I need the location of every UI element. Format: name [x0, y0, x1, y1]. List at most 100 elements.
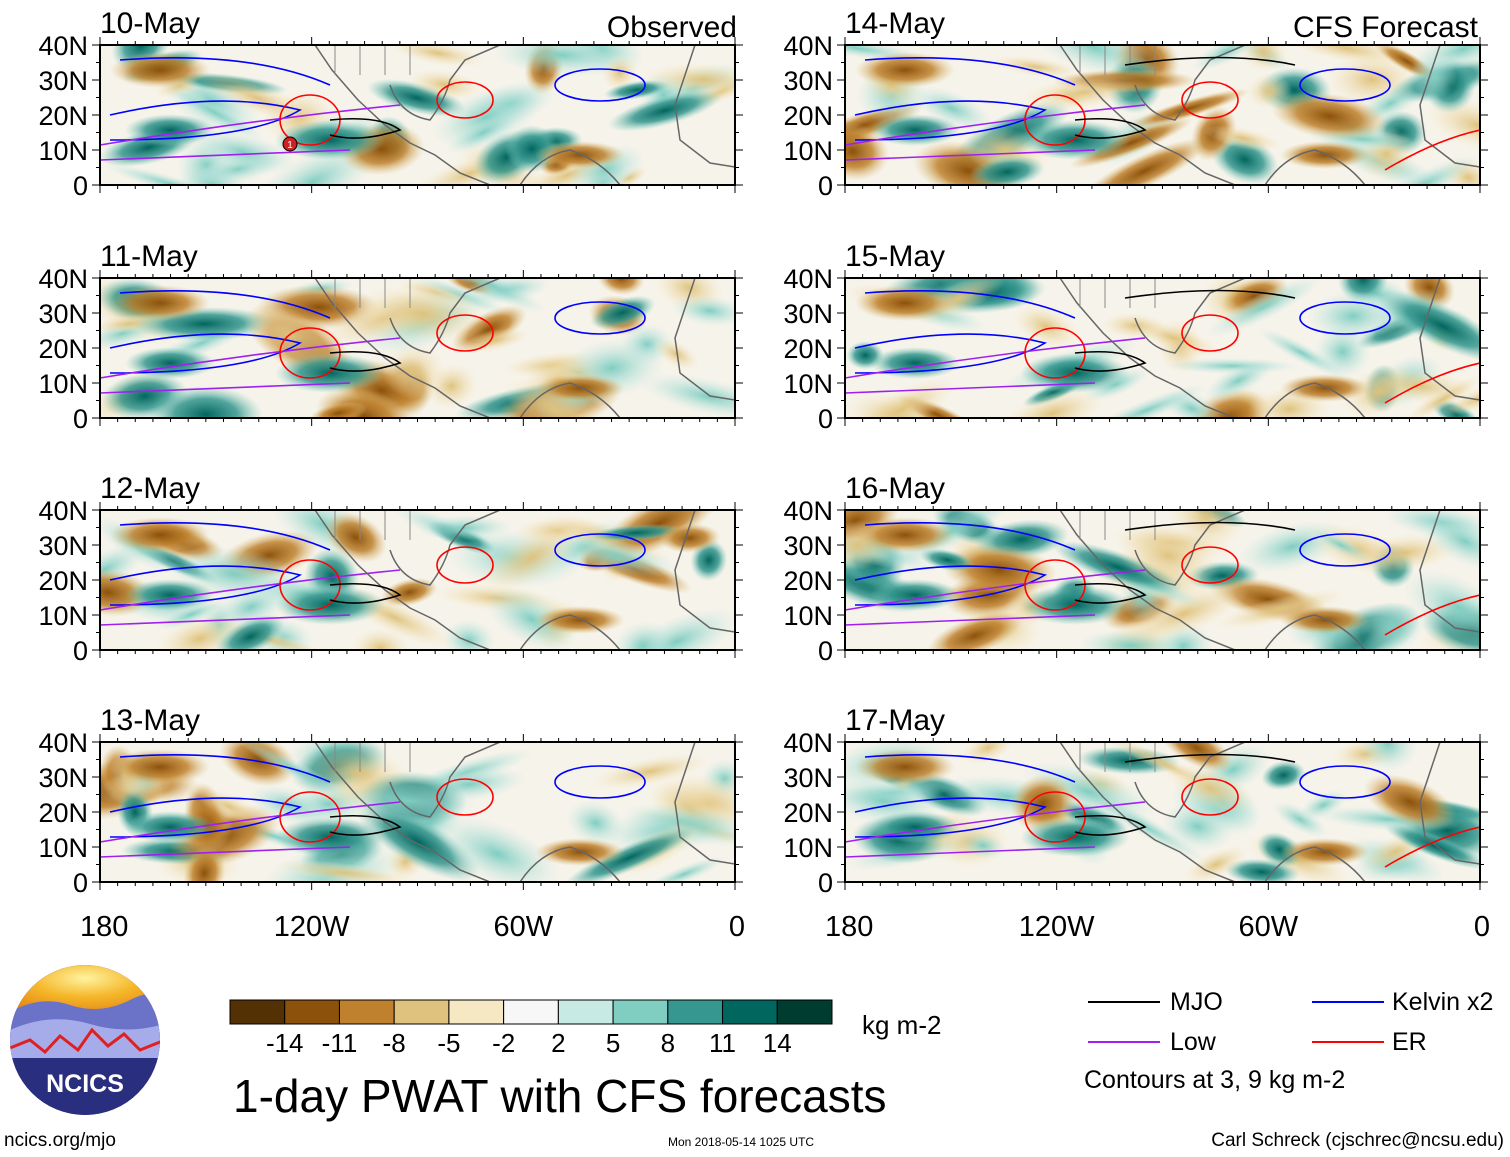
colorbar-swatch: [284, 999, 340, 1025]
pwat-dry-patch: [535, 838, 625, 866]
contours: [100, 57, 646, 161]
pwat-dry-patch: [110, 52, 210, 88]
pwat-moist-band: [275, 585, 385, 625]
pwat-anomaly: [961, 742, 1016, 765]
mjo-contour: [329, 814, 402, 836]
pwat-moist-band: [275, 353, 385, 393]
pwat-anomaly: [1010, 774, 1076, 833]
lat-label: 30N: [783, 299, 833, 329]
pwat-anomaly: [1357, 742, 1418, 772]
panel-date: 15-May: [845, 240, 945, 273]
mjo-contour: [1124, 289, 1296, 299]
lat-label: 40N: [783, 728, 833, 758]
pwat-anomaly: [354, 284, 489, 344]
coastline-south-america: [1264, 846, 1366, 882]
pwat-dry-patch: [855, 285, 955, 321]
mjo-contour: [329, 582, 402, 604]
pwat-anomaly: [551, 534, 679, 578]
coastline-americas: [314, 45, 491, 185]
pwat-anomaly: [1310, 528, 1372, 562]
pwat-anomaly: [492, 45, 632, 77]
map-panel-12-may: 40N 30N 20N 10N 0 12-May: [38, 472, 743, 666]
kelvin-contour: [864, 57, 1076, 86]
kelvin-contour: [119, 522, 331, 551]
kelvin-contour: [854, 565, 1048, 606]
pwat-field: [100, 278, 735, 418]
pwat-anomaly: [485, 587, 579, 650]
lat-label: 20N: [783, 566, 833, 596]
pwat-dry-patch: [110, 749, 210, 785]
pwat-anomaly: [615, 607, 735, 650]
er-contour: [1384, 826, 1480, 868]
pwat-anomaly: [926, 611, 1023, 650]
pwat-anomaly: [1402, 569, 1480, 648]
map-panel-11-may: 40N 30N 20N 10N 0 11-May: [38, 240, 743, 434]
contours: [845, 521, 1480, 636]
kelvin-contour: [854, 100, 1048, 141]
pwat-anomaly: [381, 577, 438, 607]
er-contour: [1024, 327, 1086, 379]
pwat-anomaly: [601, 53, 639, 92]
lat-label: 40N: [783, 31, 833, 61]
pwat-anomaly: [911, 86, 992, 131]
legend-label-low: Low: [1170, 1028, 1217, 1056]
low-contour: [845, 569, 1146, 611]
colorbar-swatch: [448, 999, 505, 1025]
contours: [845, 753, 1480, 868]
footer-url: ncics.org/mjo: [4, 1130, 116, 1151]
pwat-anomaly: [1018, 74, 1148, 111]
mjo-contour: [1124, 56, 1296, 66]
low-contour: [100, 801, 401, 843]
coastline-gulf: [389, 45, 501, 121]
pwat-anomaly: [1410, 52, 1458, 100]
kelvin-contour: [1299, 68, 1391, 102]
pwat-anomaly: [1384, 823, 1480, 870]
er-contour: [1024, 791, 1086, 843]
pwat-anomaly: [607, 89, 722, 132]
pwat-anomaly: [1376, 289, 1480, 364]
pwat-dry-patch: [1280, 141, 1370, 169]
low-contour: [845, 614, 1096, 626]
footer-timestamp: Mon 2018-05-14 1025 UTC: [668, 1135, 814, 1149]
pwat-field: [845, 278, 1480, 418]
coastline-africa: [674, 45, 735, 168]
map-panel-17-may: 40N 30N 20N 10N 0 17-May 180 120W 60W 0: [783, 704, 1490, 943]
er-contour: [279, 791, 341, 843]
pwat-anomaly: [1338, 278, 1389, 303]
pwat-anomaly: [417, 514, 513, 541]
lat-label: 10N: [783, 136, 833, 166]
coastline-americas: [314, 510, 491, 650]
contours: [845, 289, 1480, 404]
pwat-anomaly: [1084, 383, 1209, 418]
pwat-dry-patch: [110, 285, 210, 321]
legend-label-kelvin: Kelvin x2: [1392, 988, 1493, 1016]
low-contour: [845, 846, 1096, 858]
pwat-anomaly: [1080, 137, 1209, 185]
lat-label: 0: [818, 636, 833, 666]
er-contour: [1181, 546, 1239, 584]
er-contour: [279, 559, 341, 611]
colorbar-tick-label: 8: [661, 1028, 675, 1058]
er-contour: [1181, 314, 1239, 352]
footer-credit: Carl Schreck (cjschrec@ncsu.edu): [1211, 1130, 1504, 1151]
coastline-africa: [674, 278, 735, 401]
er-contour: [436, 314, 494, 352]
colorbar-tick-label: -11: [322, 1028, 358, 1058]
colorbar-swatch: [776, 999, 833, 1025]
lat-label: 20N: [38, 566, 88, 596]
lat-label: 30N: [783, 531, 833, 561]
coastline-americas: [1059, 510, 1236, 650]
coastline-south-america: [519, 149, 621, 185]
pwat-anomaly: [219, 742, 297, 787]
colorbar-swatch: [722, 999, 778, 1025]
low-contour: [100, 337, 401, 379]
coastline-south-america: [519, 614, 621, 650]
pwat-field: [845, 742, 1480, 882]
map-panel-16-may: 40N 30N 20N 10N 0 16-May: [783, 472, 1488, 666]
mjo-contour: [1124, 521, 1296, 531]
lat-label: 10N: [783, 369, 833, 399]
lat-label: 40N: [38, 31, 88, 61]
legend-label-mjo: MJO: [1170, 988, 1223, 1016]
coastline-gulf: [1134, 45, 1246, 121]
